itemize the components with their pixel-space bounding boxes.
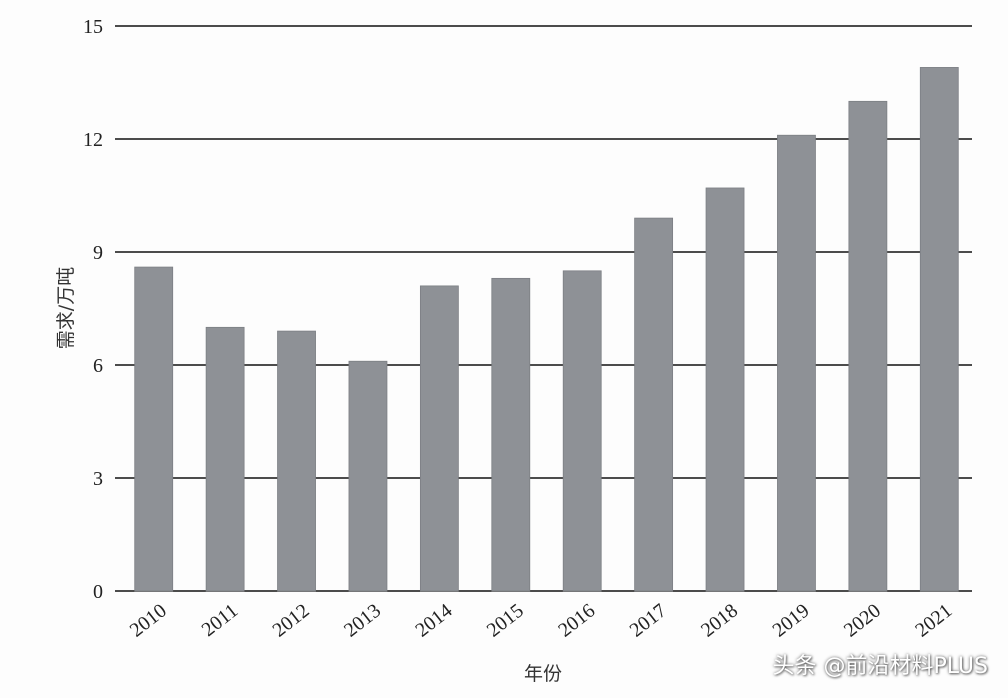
x-tick-label: 2021 bbox=[911, 600, 956, 642]
x-tick-label: 2010 bbox=[126, 600, 171, 642]
bars bbox=[134, 67, 959, 592]
bar-2020 bbox=[848, 100, 888, 592]
x-tick-label: 2018 bbox=[697, 600, 742, 642]
x-tick-label: 2017 bbox=[626, 600, 671, 642]
x-tick-label: 2011 bbox=[198, 600, 242, 642]
x-axis-label: 年份 bbox=[524, 663, 562, 685]
bar-2021 bbox=[919, 67, 959, 592]
bar-2012 bbox=[277, 330, 316, 592]
x-tick-label: 2015 bbox=[483, 600, 528, 642]
x-tick-label: 2013 bbox=[340, 600, 385, 642]
bar-2017 bbox=[634, 217, 674, 592]
y-tick-label: 15 bbox=[83, 16, 103, 38]
x-tick-label: 2014 bbox=[411, 600, 456, 642]
bar-2015 bbox=[491, 277, 531, 592]
y-tick-labels: 0 3 6 9 12 15 bbox=[83, 16, 103, 603]
bar-2010 bbox=[134, 266, 174, 592]
x-tick-label: 2012 bbox=[269, 600, 314, 642]
y-tick-label: 3 bbox=[93, 468, 103, 490]
y-tick-label: 12 bbox=[83, 129, 103, 151]
watermark: 头条 @前沿材料PLUS bbox=[772, 654, 989, 679]
x-tick-labels: 2010 2011 2012 2013 2014 2015 2016 2017 2018 2019… bbox=[126, 600, 957, 642]
y-tick-label: 0 bbox=[93, 581, 103, 603]
x-tick-label: 2016 bbox=[554, 600, 599, 642]
bar-2016 bbox=[562, 270, 602, 592]
x-tick-label: 2019 bbox=[768, 600, 813, 642]
bar-2019 bbox=[777, 134, 816, 592]
y-tick-label: 6 bbox=[93, 355, 103, 377]
bar-2013 bbox=[348, 360, 388, 592]
y-axis-label: 需求/万吨 bbox=[55, 267, 77, 349]
bar-2018 bbox=[705, 187, 745, 592]
x-tick-label: 2020 bbox=[840, 600, 885, 642]
bar-2011 bbox=[205, 326, 245, 592]
gridlines bbox=[115, 25, 972, 592]
bar-2014 bbox=[419, 285, 459, 592]
y-tick-label: 9 bbox=[93, 242, 103, 264]
